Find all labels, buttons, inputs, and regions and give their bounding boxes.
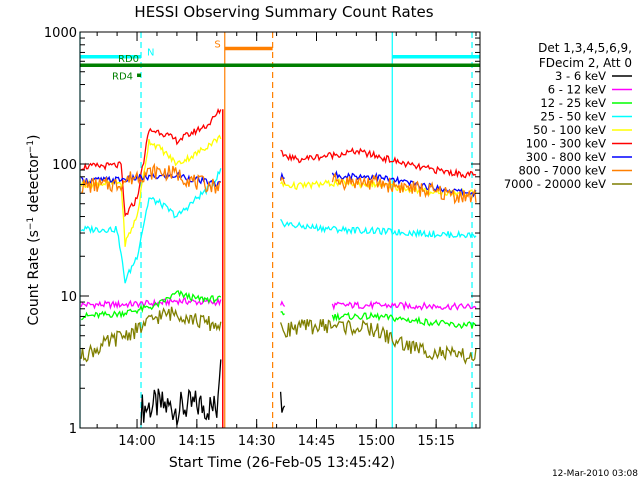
series-line <box>80 306 477 365</box>
series-line <box>81 162 477 205</box>
legend-label: 6 - 12 keV <box>548 83 606 97</box>
legend-label: 25 - 50 keV <box>540 110 606 124</box>
series-line <box>81 290 477 330</box>
y-tick-label: 1000 <box>44 26 77 41</box>
legend-label: 12 - 25 keV <box>540 96 606 110</box>
x-tick-label: 14:30 <box>238 434 275 449</box>
legend-label: 3 - 6 keV <box>555 69 606 83</box>
legend: Det 1,3,4,5,6,9,FDecim 2, Att 03 - 6 keV… <box>504 41 632 191</box>
y-tick-label: 100 <box>52 158 77 173</box>
x-tick-label: 15:15 <box>417 434 454 449</box>
legend-header: Det 1,3,4,5,6,9, <box>538 41 632 55</box>
x-tick-label: 14:15 <box>178 434 215 449</box>
y-tick-label: 1 <box>69 422 77 437</box>
series-line <box>140 359 286 426</box>
legend-label: 800 - 7000 keV <box>518 164 606 178</box>
chart-title: HESSI Observing Summary Count Rates <box>134 3 433 21</box>
y-axis-label: Count Rate (s−1 detector−1) <box>26 135 42 326</box>
series-line <box>80 107 477 218</box>
flag-label: N <box>147 48 154 59</box>
legend-header: FDecim 2, Att 0 <box>539 56 632 70</box>
x-axis-label: Start Time (26-Feb-05 13:45:42) <box>169 455 395 471</box>
y-tick-label: 10 <box>60 290 77 305</box>
axes: 1 10 100 1000 14:00 14:15 14:30 14:45 15:00 15:15 <box>44 26 480 449</box>
legend-label: 50 - 100 keV <box>533 123 606 137</box>
plot-frame <box>79 31 481 429</box>
flag-label: S <box>214 39 220 50</box>
legend-label: 300 - 800 keV <box>526 150 606 164</box>
x-tick-label: 14:45 <box>298 434 335 449</box>
legend-label: 7000 - 20000 keV <box>504 177 606 191</box>
flag-label: RD4 <box>112 71 133 82</box>
x-tick-label: 14:00 <box>118 434 155 449</box>
x-tick-label: 15:00 <box>358 434 395 449</box>
legend-label: 100 - 300 keV <box>526 137 606 151</box>
footer-date: 12-Mar-2010 03:08 <box>552 469 638 479</box>
series-layer <box>80 107 477 428</box>
flag-label: RD0 <box>118 54 139 65</box>
observing-flags: N RD0 RD4 S <box>80 39 480 82</box>
series-line <box>80 168 477 284</box>
series-line <box>80 296 477 312</box>
